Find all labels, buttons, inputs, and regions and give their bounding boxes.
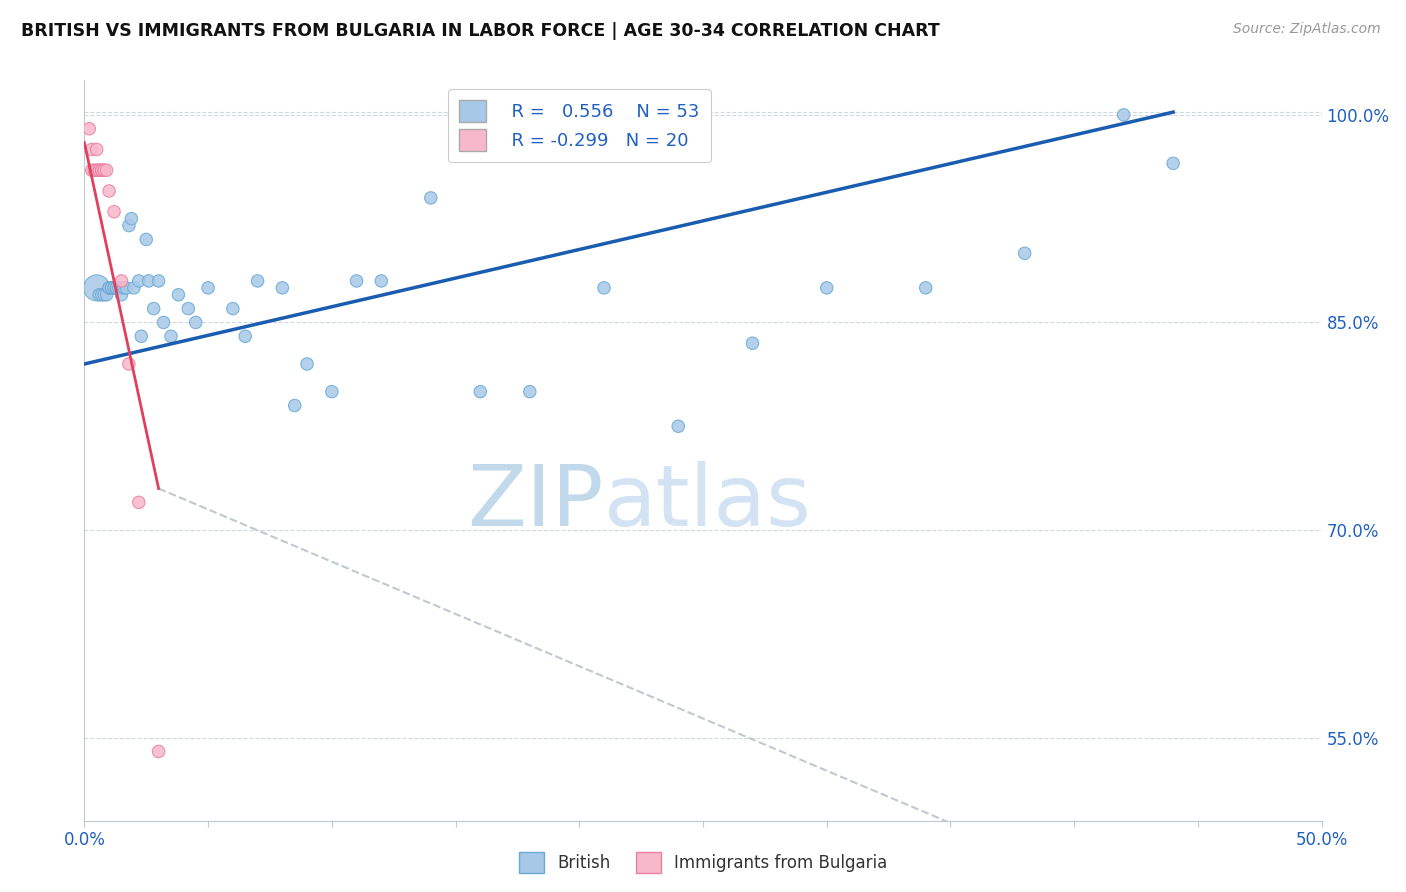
Point xyxy=(98,184,121,198)
Point xyxy=(129,329,152,343)
Point xyxy=(1112,108,1135,122)
Point xyxy=(135,232,157,246)
Point xyxy=(79,121,101,136)
Point xyxy=(419,191,441,205)
Point xyxy=(184,315,207,329)
Point xyxy=(103,281,125,295)
Point xyxy=(346,274,368,288)
Point xyxy=(90,287,112,301)
Point xyxy=(96,287,118,301)
Point xyxy=(197,281,219,295)
Point xyxy=(233,329,256,343)
Point xyxy=(112,281,135,295)
Point xyxy=(90,163,112,178)
Point xyxy=(86,143,108,157)
Point xyxy=(89,287,111,301)
Point xyxy=(98,281,121,295)
Point xyxy=(321,384,343,399)
Point xyxy=(167,287,190,301)
Legend: British, Immigrants from Bulgaria: British, Immigrants from Bulgaria xyxy=(512,846,894,880)
Point xyxy=(295,357,318,371)
Point xyxy=(93,287,115,301)
Point xyxy=(128,274,150,288)
Point xyxy=(1161,156,1184,170)
Point xyxy=(100,281,122,295)
Point xyxy=(815,281,838,295)
Point xyxy=(105,281,128,295)
Point xyxy=(138,274,160,288)
Point xyxy=(142,301,165,316)
Point xyxy=(120,211,142,226)
Point xyxy=(118,219,141,233)
Text: atlas: atlas xyxy=(605,461,813,544)
Point xyxy=(470,384,492,399)
Point xyxy=(93,163,115,178)
Point xyxy=(271,281,294,295)
Point xyxy=(444,121,467,136)
Point xyxy=(80,143,103,157)
Point xyxy=(160,329,183,343)
Point xyxy=(103,204,125,219)
Text: Source: ZipAtlas.com: Source: ZipAtlas.com xyxy=(1233,22,1381,37)
Point xyxy=(519,384,541,399)
Point xyxy=(370,274,392,288)
Point xyxy=(89,163,111,178)
Point xyxy=(593,281,616,295)
Point xyxy=(96,163,118,178)
Point xyxy=(115,281,138,295)
Point xyxy=(246,274,269,288)
Point xyxy=(152,315,174,329)
Point xyxy=(110,287,132,301)
Point xyxy=(284,399,307,413)
Point xyxy=(177,301,200,316)
Point xyxy=(118,357,141,371)
Point xyxy=(122,281,145,295)
Point xyxy=(666,419,689,434)
Point xyxy=(1014,246,1036,260)
Point xyxy=(86,163,108,178)
Point xyxy=(103,281,125,295)
Point xyxy=(741,336,763,351)
Point xyxy=(93,163,115,178)
Point xyxy=(222,301,245,316)
Point xyxy=(110,274,132,288)
Point xyxy=(914,281,936,295)
Text: BRITISH VS IMMIGRANTS FROM BULGARIA IN LABOR FORCE | AGE 30-34 CORRELATION CHART: BRITISH VS IMMIGRANTS FROM BULGARIA IN L… xyxy=(21,22,939,40)
Point xyxy=(90,163,112,178)
Point xyxy=(83,163,105,178)
Legend:   R =   0.556    N = 53,   R = -0.299   N = 20: R = 0.556 N = 53, R = -0.299 N = 20 xyxy=(449,89,710,162)
Point xyxy=(80,163,103,178)
Point xyxy=(89,163,111,178)
Point xyxy=(128,495,150,509)
Text: ZIP: ZIP xyxy=(468,461,605,544)
Point xyxy=(105,281,128,295)
Point xyxy=(148,274,170,288)
Point xyxy=(110,281,132,295)
Point xyxy=(148,744,170,758)
Point xyxy=(108,281,131,295)
Point xyxy=(98,281,121,295)
Point xyxy=(86,281,108,295)
Point xyxy=(100,281,122,295)
